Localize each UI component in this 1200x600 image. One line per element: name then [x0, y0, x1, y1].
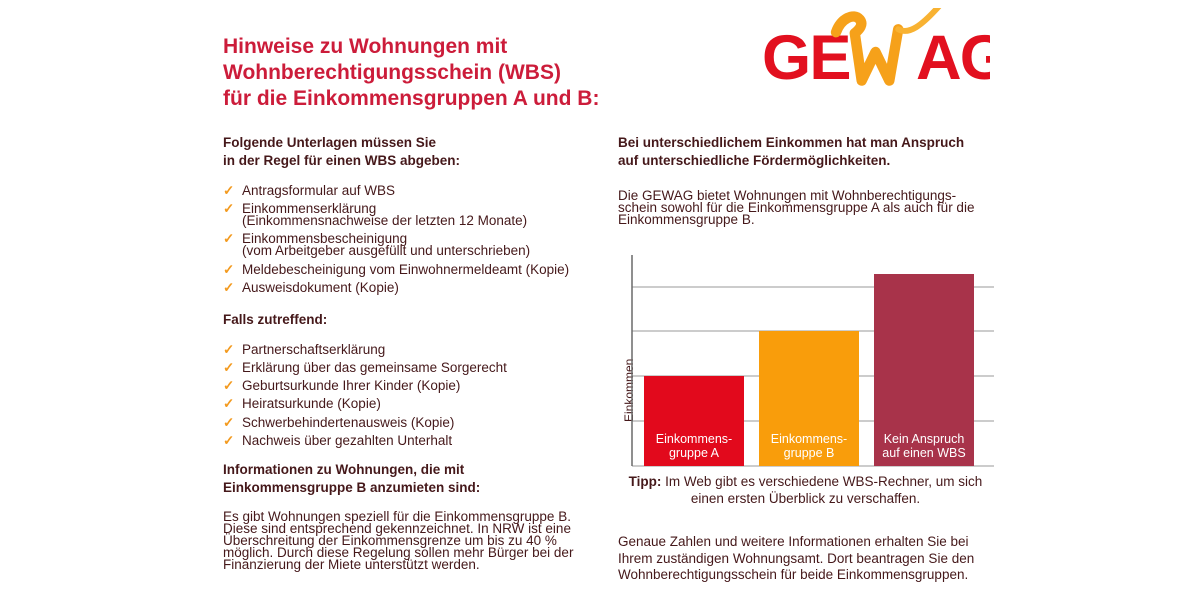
- svg-text:gruppe A: gruppe A: [669, 446, 720, 460]
- svg-text:gruppe B: gruppe B: [784, 446, 835, 460]
- svg-text:Einkommens-: Einkommens-: [771, 432, 847, 446]
- svg-text:AG: AG: [916, 23, 990, 92]
- svg-text:Kein Anspruch: Kein Anspruch: [884, 432, 965, 446]
- svg-text:Einkommens-: Einkommens-: [656, 432, 732, 446]
- svg-text:auf einen WBS: auf einen WBS: [882, 446, 965, 460]
